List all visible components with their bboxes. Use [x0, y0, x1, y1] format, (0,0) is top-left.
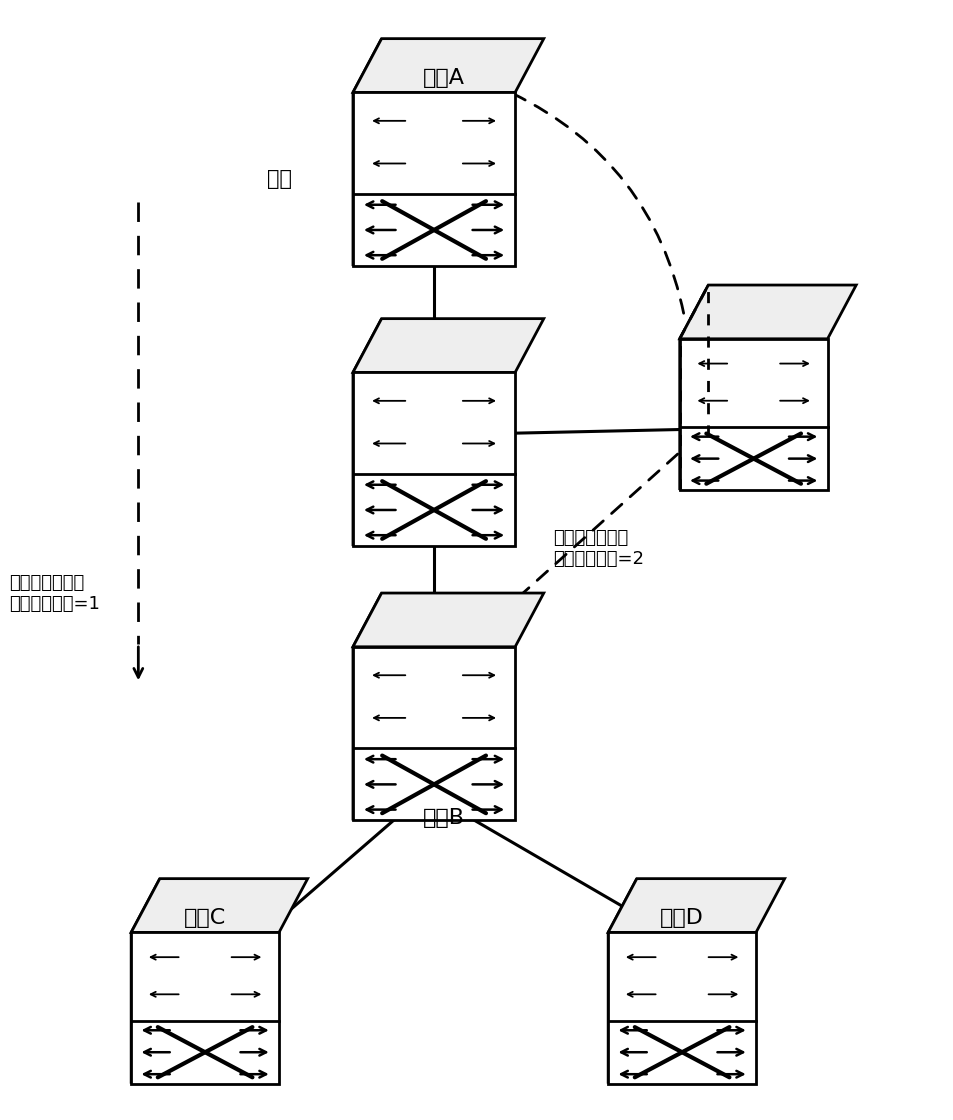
Polygon shape: [353, 318, 381, 547]
Polygon shape: [353, 594, 543, 647]
Polygon shape: [353, 38, 381, 267]
Polygon shape: [353, 93, 515, 267]
Polygon shape: [131, 932, 278, 1084]
Text: 网元C: 网元C: [184, 908, 226, 928]
Polygon shape: [353, 318, 543, 372]
Text: 桥接协议数据单
元的存活时间=1: 桥接协议数据单 元的存活时间=1: [10, 575, 100, 613]
Text: 网元D: 网元D: [659, 908, 703, 928]
Polygon shape: [607, 932, 755, 1084]
Polygon shape: [353, 594, 381, 820]
Polygon shape: [353, 372, 515, 547]
Polygon shape: [131, 878, 307, 932]
Text: 桥接协议数据单
元的存活时间=2: 桥接协议数据单 元的存活时间=2: [553, 530, 643, 568]
Polygon shape: [679, 338, 826, 491]
Text: 网元A: 网元A: [422, 68, 464, 88]
Polygon shape: [679, 284, 707, 491]
Text: 根桥: 根桥: [267, 169, 292, 189]
Polygon shape: [679, 284, 856, 338]
Polygon shape: [607, 878, 783, 932]
Polygon shape: [131, 878, 159, 1084]
Text: 网元B: 网元B: [422, 808, 464, 828]
Polygon shape: [607, 878, 637, 1084]
Polygon shape: [353, 38, 543, 93]
Polygon shape: [353, 647, 515, 820]
